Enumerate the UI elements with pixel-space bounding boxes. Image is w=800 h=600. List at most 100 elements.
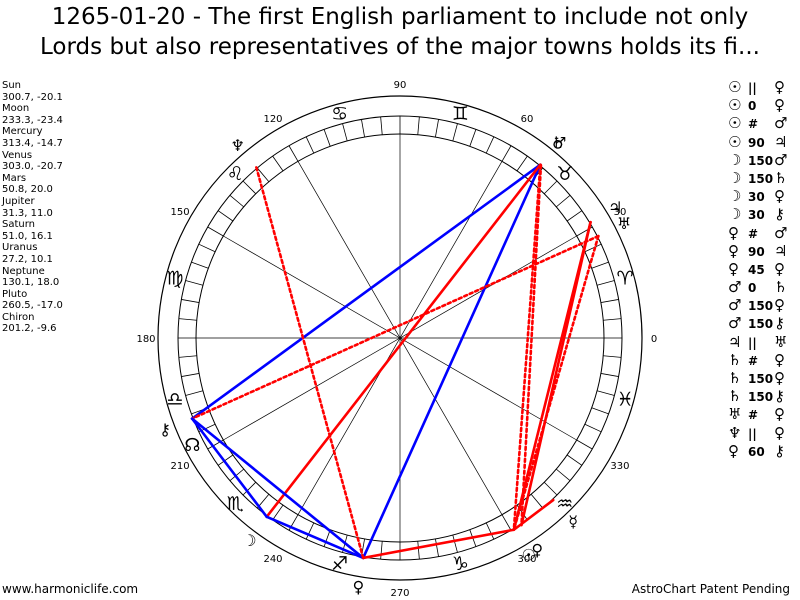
degree-tick	[501, 514, 512, 531]
aspect-planet-2-glyph: ♀	[774, 187, 785, 206]
aspect-planet-2-glyph: ♀	[774, 423, 785, 442]
degree-tick	[191, 261, 209, 269]
planet-position-jupiter: 31.3, 11.0	[2, 207, 53, 219]
zodiac-sign-glyph: ♓	[617, 388, 634, 410]
degree-tick	[516, 155, 528, 172]
aspect-line	[361, 163, 542, 560]
planet-glyph-mars: ♂	[552, 134, 566, 153]
aspect-planet-2-glyph: ♀	[774, 350, 785, 369]
zodiac-sign-glyph: ♑	[452, 553, 469, 575]
aspect-type-label: 150	[748, 153, 774, 168]
aspect-row: ♅ # ♀	[728, 405, 787, 423]
planet-name-pluto: Pluto	[2, 288, 28, 300]
aspect-line	[512, 163, 542, 532]
degree-tick	[591, 407, 609, 415]
zodiac-sign-glyph: ♊	[452, 103, 469, 125]
degree-tick	[452, 123, 458, 142]
planet-name-saturn: Saturn	[2, 219, 36, 231]
zodiac-sign-glyph: ♍	[166, 268, 183, 290]
planet-glyph-saturn: ♄	[551, 133, 565, 152]
degree-tick	[181, 373, 200, 377]
aspect-planet-2-glyph: ⚷	[774, 441, 785, 460]
aspect-planet-1-glyph: ☽	[728, 168, 742, 187]
zodiac-sign-glyph: ♈	[617, 268, 634, 290]
zodiac-sign-glyph: ♎	[166, 388, 183, 410]
degree-label: 330	[610, 461, 629, 472]
planet-glyph-jupiter: ♃	[608, 198, 622, 217]
planet-name-jupiter: Jupiter	[2, 195, 35, 207]
aspect-planet-1-glyph: ♄	[728, 387, 742, 406]
aspect-planet-1-glyph: ♃	[728, 332, 742, 351]
aspect-row: ☽ 150♂	[728, 151, 787, 169]
aspect-type-label: 30	[748, 208, 765, 223]
planet-name-mercury: Mercury	[2, 126, 43, 138]
aspect-row: ☉ || ♀	[728, 78, 787, 96]
degree-tick	[229, 194, 244, 208]
aspect-planet-1-glyph: ☉	[728, 132, 742, 151]
aspect-planet-2-glyph: ♀	[774, 296, 785, 315]
website-footer: www.harmoniclife.com	[2, 582, 139, 596]
aspect-line	[520, 220, 592, 527]
degree-tick	[178, 318, 197, 321]
aspect-planet-2-glyph: ⚷	[774, 314, 785, 333]
planet-glyph-chiron: ⚷	[159, 420, 171, 439]
aspect-type-label: 60	[748, 444, 765, 459]
zodiac-sign-glyph: ♌	[227, 163, 244, 185]
aspect-row: ♃ || ♅	[728, 333, 787, 351]
aspect-planet-1-glyph: ♂	[728, 278, 742, 297]
degree-label: 30	[614, 207, 627, 218]
degree-tick	[361, 538, 365, 557]
aspect-line	[255, 166, 365, 560]
chart-title-line-2: Lords but also representatives of the ma…	[40, 34, 760, 60]
degree-tick	[596, 280, 615, 286]
degree-tick	[469, 129, 477, 147]
aspect-planet-2-glyph: ⚷	[774, 387, 785, 406]
degree-tick	[596, 390, 615, 396]
aspect-planet-2-glyph: ♅	[774, 332, 788, 351]
aspect-planet-2-glyph: ♀	[774, 405, 785, 424]
aspect-planet-1-glyph: ♄	[728, 350, 742, 369]
aspect-planet-2-glyph: ♀	[774, 369, 785, 387]
aspect-planet-2-glyph: ⚷	[774, 205, 785, 224]
aspect-planet-2-glyph: ♂	[774, 150, 788, 169]
planet-name-mars: Mars	[2, 172, 27, 184]
degree-tick	[543, 180, 558, 195]
zodiac-sign-glyph: ♒	[556, 493, 573, 515]
aspect-planet-2-glyph: ♀	[774, 259, 785, 278]
aspect-planet-1-glyph: ☉	[728, 114, 742, 133]
aspect-planet-1-glyph: ♀	[728, 441, 739, 460]
aspect-type-label: 150	[748, 171, 774, 186]
zodiac-sign-glyph: ♐	[331, 553, 348, 575]
aspect-type-label: ||	[748, 335, 757, 350]
zodiac-sign-glyph: ♉	[556, 163, 573, 185]
planet-position-saturn: 51.0, 16.1	[2, 230, 53, 242]
aspect-planet-1-glyph: ♂	[728, 296, 742, 315]
degree-tick	[272, 504, 284, 521]
planet-name-sun: Sun	[2, 80, 22, 91]
planet-position-mars: 50.8, 20.0	[2, 184, 53, 196]
aspect-planet-1-glyph: ♀	[728, 241, 739, 260]
aspect-planet-2-glyph: ♄	[774, 168, 788, 187]
aspect-row: ♀ # ♂	[728, 224, 787, 242]
aspect-line	[265, 163, 542, 519]
aspect-planet-2-glyph: ♃	[774, 132, 788, 151]
aspect-line	[361, 528, 516, 560]
degree-tick	[229, 468, 244, 482]
aspect-row: ♄ 150⚷	[728, 387, 787, 405]
planet-position-mercury: 313.4, -14.7	[2, 137, 63, 149]
aspect-row: ♄ # ♀	[728, 351, 787, 369]
aspect-line	[190, 234, 600, 420]
degree-tick	[576, 439, 593, 450]
planet-position-sun: 300.7, -20.1	[2, 91, 63, 103]
degree-label: 300	[517, 554, 536, 565]
planet-name-uranus: Uranus	[2, 242, 38, 254]
aspect-type-label: 150	[748, 299, 774, 314]
planet-glyph-neptune: ♆	[231, 136, 245, 155]
degree-tick	[185, 280, 204, 286]
degree-tick	[600, 373, 619, 377]
degree-tick	[584, 423, 602, 433]
aspect-planet-1-glyph: ☽	[728, 205, 742, 224]
degree-tick	[556, 468, 571, 482]
planet-glyph-sun: ☉	[521, 546, 535, 565]
aspect-planet-1-glyph: ♀	[728, 259, 739, 278]
